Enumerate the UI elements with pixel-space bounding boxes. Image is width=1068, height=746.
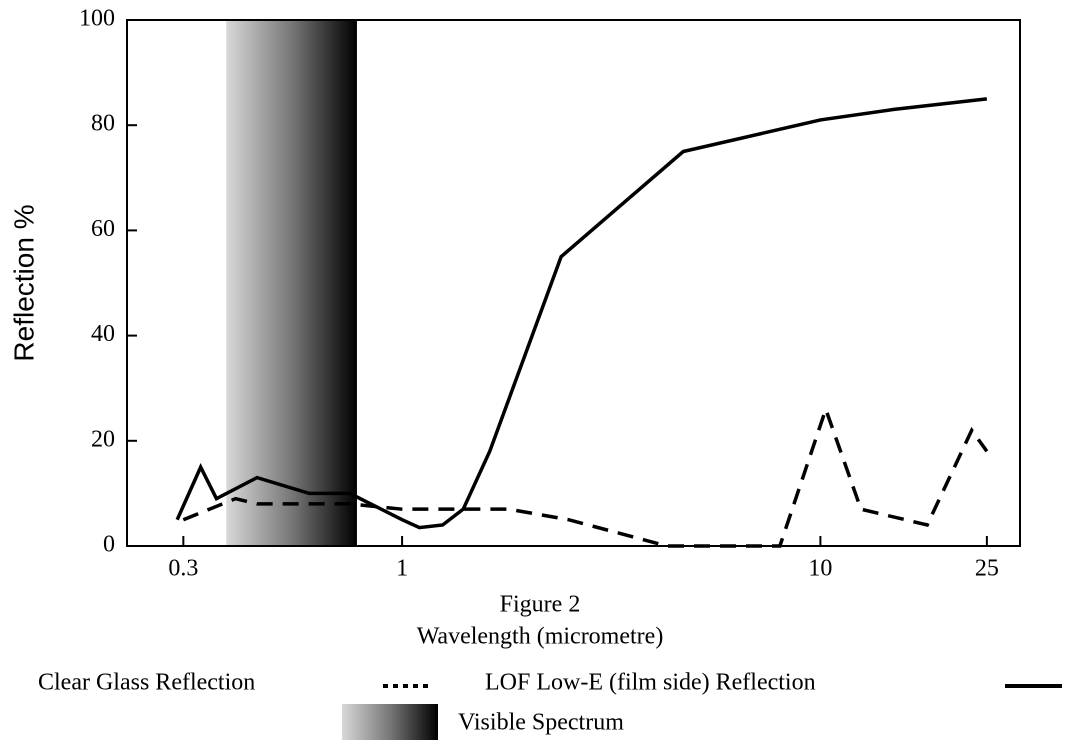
y-tick-label: 80 (91, 111, 115, 137)
legend-label: Visible Spectrum (458, 710, 624, 736)
y-tick-label: 0 (103, 532, 115, 558)
y-tick-label: 40 (91, 321, 115, 347)
y-tick-label: 20 (91, 426, 115, 452)
y-tick-label: 60 (91, 216, 115, 242)
x-tick-label: 0.3 (168, 556, 198, 582)
x-tick-label: 10 (808, 556, 832, 582)
legend-label: LOF Low-E (film side) Reflection (485, 670, 816, 696)
legend: Clear Glass Reflection LOF Low-E (film s… (38, 670, 1062, 740)
x-tick-label: 1 (396, 556, 408, 582)
x-axis-label: Wavelength (micrometre) (417, 624, 664, 650)
visible-band (226, 20, 357, 546)
x-tick-label: 25 (975, 556, 999, 582)
chart-title: Figure 2 (500, 592, 581, 618)
series-line (175, 97, 988, 530)
y-tick-label: 100 (79, 6, 115, 32)
legend-label: Clear Glass Reflection (38, 670, 255, 696)
legend-swatch (342, 704, 438, 740)
y-axis-label: Reflection % (8, 204, 39, 361)
series-line (182, 403, 989, 548)
plot-frame (126, 19, 1021, 547)
